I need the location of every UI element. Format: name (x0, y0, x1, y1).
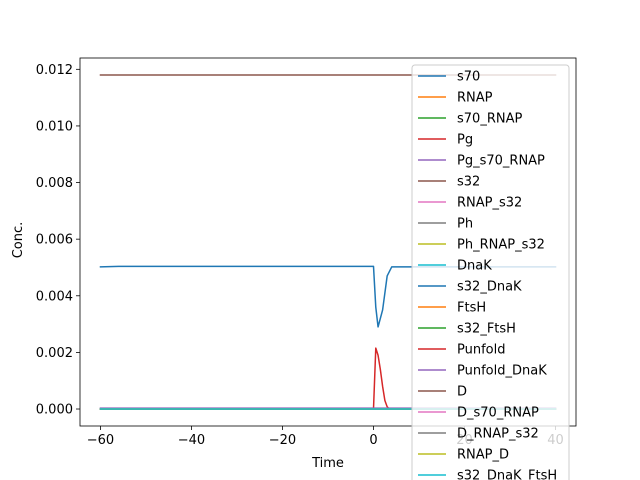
legend-label-D_s70_RNAP: D_s70_RNAP (457, 406, 539, 421)
legend-label-s70_RNAP: s70_RNAP (457, 112, 522, 127)
legend-label-Punfold: Punfold (457, 343, 505, 358)
legend-label-s70: s70 (457, 70, 480, 85)
y-tick-label: 0.012 (36, 63, 73, 78)
legend: s70 RNAP s70_RNAP Pg Pg_s70_RNAP s32 RNAP_s32 P… (411, 64, 570, 480)
legend-label-Pg_s70_RNAP: Pg_s70_RNAP (457, 154, 545, 169)
y-tick-label: 0.000 (36, 403, 73, 418)
y-tick-label: 0.002 (36, 346, 73, 361)
y-tick-label: 0.006 (36, 233, 73, 248)
legend-label-Ph_RNAP_s32: Ph_RNAP_s32 (457, 238, 545, 253)
legend-label-RNAP_s32: RNAP_s32 (457, 196, 522, 211)
legend-label-RNAP: RNAP (457, 91, 493, 106)
legend-label-s32_FtsH: s32_FtsH (457, 322, 516, 337)
series-line-s70 (99, 265, 557, 328)
y-tick-label: 0.010 (36, 119, 73, 134)
legend-label-Punfold_DnaK: Punfold_DnaK (457, 364, 547, 379)
x-tick-label: −60 (87, 433, 114, 448)
legend-label-s32: s32 (457, 175, 480, 190)
plot-frame (79, 57, 577, 427)
legend-label-D: D (457, 385, 467, 400)
legend-label-Pg: Pg (457, 133, 473, 148)
x-tick-label: −20 (269, 433, 296, 448)
x-tick-label: 0 (369, 433, 377, 448)
legend-label-DnaK: DnaK (457, 259, 492, 274)
legend-label-FtsH: FtsH (457, 301, 486, 316)
legend-label-RNAP_D: RNAP_D (457, 448, 509, 463)
y-tick-label: 0.004 (36, 289, 73, 304)
x-tick-label: −40 (178, 433, 205, 448)
legend-label-s32_DnaK: s32_DnaK (457, 280, 522, 295)
y-axis-label: Conc. (11, 222, 26, 259)
y-tick-label: 0.008 (36, 176, 73, 191)
legend-label-Ph: Ph (457, 217, 473, 232)
legend-box (411, 64, 570, 480)
x-axis-label: Time (311, 456, 344, 471)
legend-label-s32_DnaK_FtsH: s32_DnaK_FtsH (457, 469, 557, 480)
legend-label-D_RNAP_s32: D_RNAP_s32 (457, 427, 539, 442)
